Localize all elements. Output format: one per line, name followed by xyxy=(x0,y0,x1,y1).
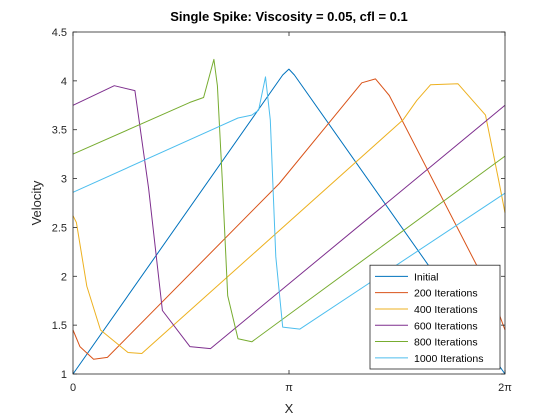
series-line-2 xyxy=(72,83,506,354)
legend-entry-label: 1000 Iterations xyxy=(414,353,483,365)
axes-layer: 0 π 2π 1 1.5 2 2.5 3 3.5 4 4.5 xyxy=(52,27,513,394)
y-axis-label: Velocity xyxy=(29,180,44,225)
y-tick-label: 2.5 xyxy=(52,222,67,234)
series-line-5 xyxy=(72,76,506,330)
x-tick-label: 0 xyxy=(70,382,76,394)
legend-box xyxy=(369,264,501,370)
y-tick-label: 2 xyxy=(61,271,67,283)
series-line-4 xyxy=(72,58,506,343)
y-tick-label: 3.5 xyxy=(52,125,67,137)
series-line-1 xyxy=(72,78,506,360)
chart-title: Single Spike: Viscosity = 0.05, cfl = 0.… xyxy=(170,9,408,24)
legend-entry-label: 600 Iterations xyxy=(414,320,478,332)
x-tick-label: 2π xyxy=(498,382,512,394)
y-tick-label: 3 xyxy=(61,174,67,186)
x-tick-label: π xyxy=(285,382,293,394)
legend-entry-label: 400 Iterations xyxy=(414,304,478,316)
series-line-3 xyxy=(72,85,506,350)
legend-entry-label: 800 Iterations xyxy=(414,337,478,349)
y-tick-label: 1 xyxy=(61,369,67,381)
legend-entry-label: Initial xyxy=(414,271,439,283)
y-tick-label: 4 xyxy=(61,76,67,88)
legend-entry-label: 200 Iterations xyxy=(414,288,478,300)
legend: Initial 200 Iterations 400 Iterations 600 I… xyxy=(369,264,501,370)
series-line-0 xyxy=(72,68,506,375)
series-layer xyxy=(72,58,506,375)
y-tick-label: 4.5 xyxy=(52,27,67,39)
y-tick-label: 1.5 xyxy=(52,320,67,332)
x-axis-label: X xyxy=(285,401,294,416)
